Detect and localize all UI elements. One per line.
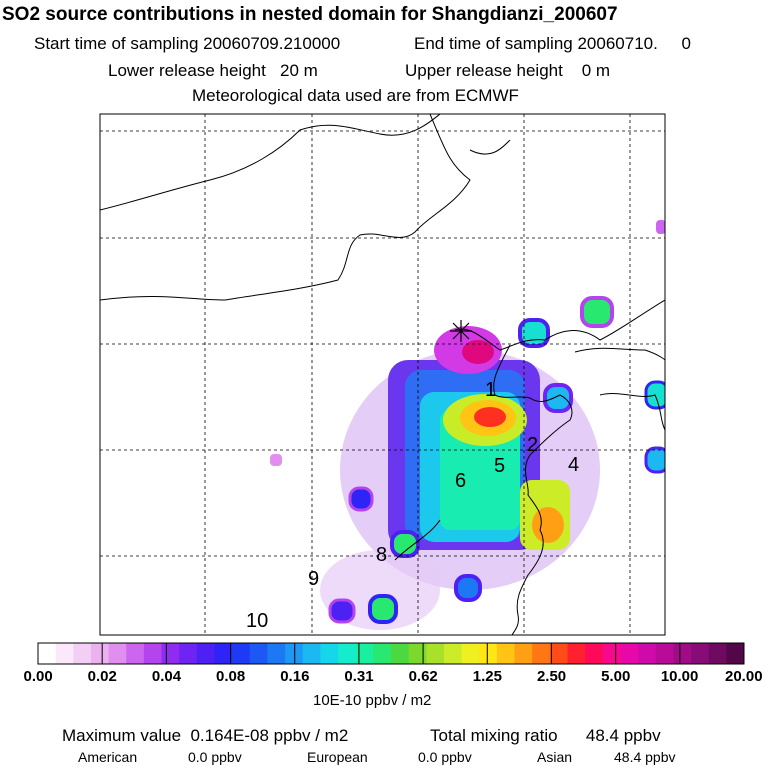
upper-release-text: Upper release height 0 m xyxy=(405,61,611,80)
colorbar-swatch xyxy=(443,643,463,664)
region-label: 5 xyxy=(494,455,505,477)
region-label: 8 xyxy=(376,544,387,566)
colorbar-tick-label: 20.00 xyxy=(725,668,763,685)
colorbar-swatch xyxy=(655,643,674,664)
lower-release-text: Lower release height 20 m xyxy=(108,61,318,80)
station-asterisk-icon xyxy=(450,320,472,342)
total-mixing-text: Total mixing ratio 48.4 ppbv xyxy=(430,726,661,745)
colorbar-swatch xyxy=(479,643,498,664)
colorbar-swatch xyxy=(496,643,516,664)
colorbar-swatch xyxy=(179,643,198,664)
colorbar-swatch xyxy=(426,643,445,664)
colorbar-swatch xyxy=(126,643,145,664)
colorbar-swatch xyxy=(620,643,639,664)
colorbar-swatch xyxy=(726,643,745,664)
region-label: 4 xyxy=(568,454,579,476)
colorbar-tick-label: 1.25 xyxy=(472,668,502,685)
colorbar-swatch xyxy=(285,643,304,664)
colorbar-swatch xyxy=(214,643,233,664)
plot-title: SO2 source contributions in nested domai… xyxy=(2,4,618,25)
colorbar-swatch xyxy=(38,643,57,664)
max-value-text: Maximum value 0.164E-08 ppbv / m2 xyxy=(62,726,349,745)
colorbar-tick-label: 0.31 xyxy=(344,668,374,685)
colorbar-swatch xyxy=(567,643,586,664)
colorbar-swatch xyxy=(549,643,568,664)
colorbar-swatch xyxy=(320,643,339,664)
colorbar-tick-label: 0.16 xyxy=(280,668,310,685)
start-time-text: Start time of sampling 20060709.210000 xyxy=(34,34,341,53)
european-value: 0.0 ppbv xyxy=(418,749,472,765)
colorbar-tick-label: 0.62 xyxy=(408,668,438,685)
colorbar-swatch xyxy=(638,643,657,664)
colorbar-tick-label: 0.02 xyxy=(87,668,117,685)
region-label: 2 xyxy=(527,434,538,456)
colorbar-swatch xyxy=(373,643,392,664)
colorbar-tick-label: 0.00 xyxy=(23,668,53,685)
colorbar-swatch xyxy=(249,643,268,664)
asian-value: 48.4 ppbv xyxy=(614,749,676,765)
colorbar-swatch xyxy=(585,643,604,664)
colorbar-swatch xyxy=(514,643,533,664)
colorbar-swatch xyxy=(602,643,621,664)
met-data-text: Meteorological data used are from ECMWF xyxy=(192,86,519,105)
region-label: 6 xyxy=(455,470,466,492)
european-label: European xyxy=(307,749,368,765)
colorbar-swatch xyxy=(408,643,427,664)
concentration-field xyxy=(270,220,665,630)
colorbar-swatch xyxy=(673,643,692,664)
colorbar-tick-label: 0.08 xyxy=(216,668,246,685)
colorbar-unit: 10E-10 ppbv / m2 xyxy=(313,692,432,709)
colorbar-tick-label: 0.04 xyxy=(151,668,182,685)
colorbar-tick-label: 5.00 xyxy=(601,668,631,685)
colorbar-swatch xyxy=(355,643,374,664)
colorbar-tick-label: 10.00 xyxy=(660,668,699,685)
map-frame xyxy=(99,113,666,636)
colorbar-swatch xyxy=(143,643,163,664)
grid-lines xyxy=(100,114,665,635)
colorbar-swatch xyxy=(267,643,286,664)
coastline xyxy=(100,114,665,635)
region-label: 10 xyxy=(246,610,268,632)
colorbar-swatch xyxy=(232,643,251,664)
colorbar-swatch xyxy=(55,643,74,664)
colorbar-swatch xyxy=(391,643,410,664)
colorbar-swatch xyxy=(532,643,551,664)
end-time-text: End time of sampling 20060710. 0 xyxy=(414,34,691,53)
american-value: 0.0 ppbv xyxy=(188,749,242,765)
asian-label: Asian xyxy=(537,749,573,765)
colorbar-swatch xyxy=(196,643,215,664)
colorbar-swatch xyxy=(708,643,727,664)
region-label: 1 xyxy=(485,379,496,401)
colorbar-swatch xyxy=(73,643,92,664)
colorbar-swatch xyxy=(461,643,480,664)
colorbar-swatch xyxy=(161,643,180,664)
american-label: American xyxy=(78,749,138,765)
colorbar-swatch xyxy=(338,643,357,664)
colorbar-tick-label: 2.50 xyxy=(536,668,567,685)
colorbar-swatch xyxy=(691,643,710,664)
region-label: 9 xyxy=(308,568,319,590)
colorbar-swatch xyxy=(90,643,110,664)
colorbar-swatch xyxy=(108,643,127,664)
colorbar-swatch xyxy=(302,643,321,664)
